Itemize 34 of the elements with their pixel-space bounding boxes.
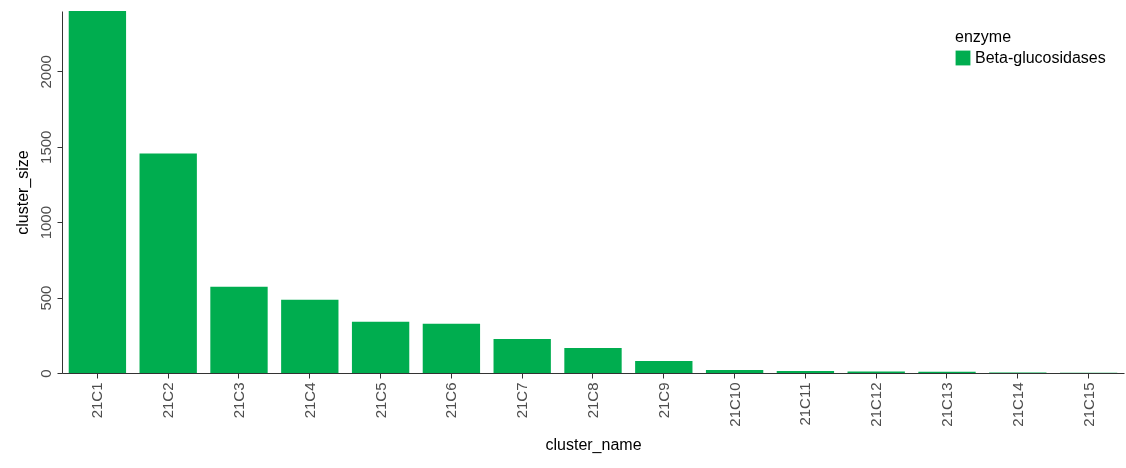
x-tick-label: 21C11 [796,382,814,426]
bar [210,286,268,373]
bar [705,369,764,373]
bar [635,360,693,373]
x-tick-label: 21C15 [1079,382,1097,427]
bar [493,338,551,373]
y-axis-title: cluster_size [13,150,32,235]
legend-label: Beta-glucosidases [975,49,1106,66]
x-tick-label: 21C9 [654,382,672,419]
bar [351,321,410,373]
x-tick-label: 21C3 [230,382,247,419]
x-tick-label: 21C6 [442,382,460,419]
x-tick-label: 21C13 [938,382,955,427]
y-tick-label: 1500 [36,130,54,164]
y-tick-label: 2000 [36,55,54,89]
x-tick-label: 21C14 [1008,382,1026,427]
bar [564,347,622,373]
x-axis-title: cluster_name [545,435,642,454]
bar [139,153,197,373]
x-tick-label: 21C12 [867,382,885,427]
x-tick-label: 21C1 [88,382,106,419]
y-tick-label: 1000 [36,205,54,240]
y-tick-label: 0 [36,369,54,378]
x-tick-label: 21C7 [513,382,531,419]
bar [281,299,339,373]
x-tick-label: 21C10 [725,382,743,427]
x-tick-label: 21C8 [584,382,601,419]
x-tick-label: 21C5 [371,382,389,419]
x-tick-label: 21C4 [300,382,318,419]
x-tick-label: 21C2 [159,382,177,419]
bar [422,323,481,373]
bar [68,11,127,373]
legend-title: enzyme [955,28,1012,45]
y-tick-label: 500 [36,285,54,311]
